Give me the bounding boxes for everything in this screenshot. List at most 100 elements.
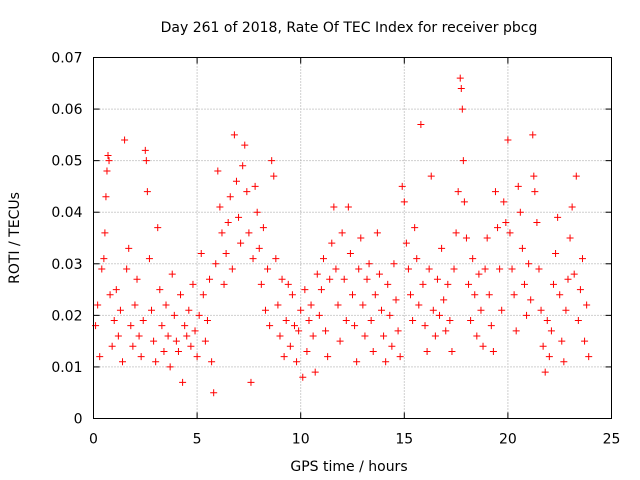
data-point [309, 332, 317, 340]
data-point [500, 198, 508, 206]
data-point [506, 229, 514, 237]
data-point [131, 301, 139, 309]
data-point [189, 280, 197, 288]
data-point [452, 229, 460, 237]
data-point [529, 131, 537, 139]
data-point [458, 105, 466, 113]
data-point [373, 229, 381, 237]
data-point [552, 249, 560, 257]
data-point [274, 301, 282, 309]
data-point [535, 265, 543, 273]
data-point [363, 275, 371, 283]
data-point [315, 311, 323, 319]
x-tick-label: 10 [292, 432, 310, 448]
data-point [305, 317, 313, 325]
data-point [396, 353, 404, 361]
data-point [523, 311, 531, 319]
data-point [257, 280, 265, 288]
data-point [199, 291, 207, 299]
data-point [266, 322, 274, 330]
data-point [195, 311, 203, 319]
data-point [152, 358, 160, 366]
data-point [255, 244, 263, 252]
data-point [164, 332, 172, 340]
data-point [357, 234, 365, 242]
data-point [481, 265, 489, 273]
y-tick-label: 0.03 [51, 257, 82, 273]
data-point [264, 265, 272, 273]
data-point [457, 84, 465, 92]
data-point [235, 213, 243, 221]
y-tick-label: 0.06 [51, 102, 82, 118]
data-point [444, 280, 452, 288]
data-point [179, 378, 187, 386]
data-point [303, 347, 311, 355]
data-point [108, 342, 116, 350]
data-point [201, 337, 209, 345]
data-point [369, 347, 377, 355]
data-point [433, 275, 441, 283]
data-point [545, 353, 553, 361]
data-point [290, 322, 298, 330]
y-axis-label: ROTI / TECUs [7, 192, 23, 284]
data-point [346, 249, 354, 257]
data-point [137, 353, 145, 361]
data-point [212, 260, 220, 268]
data-point [459, 157, 467, 165]
data-point [378, 306, 386, 314]
data-point [456, 74, 464, 82]
data-point [351, 322, 359, 330]
data-point [562, 306, 570, 314]
data-point [237, 239, 245, 247]
plot-frame [93, 57, 612, 419]
data-point [496, 265, 504, 273]
data-point [375, 270, 383, 278]
data-point [498, 306, 506, 314]
data-point [94, 301, 102, 309]
data-point [581, 337, 589, 345]
data-point [170, 311, 178, 319]
data-point [485, 291, 493, 299]
data-point [129, 342, 137, 350]
y-tick-label: 0 [74, 412, 83, 428]
data-point [371, 291, 379, 299]
data-point [344, 203, 352, 211]
data-point [313, 270, 321, 278]
data-point [541, 368, 549, 376]
y-tick-label: 0.02 [51, 308, 82, 324]
data-point [261, 306, 269, 314]
data-point [518, 244, 526, 252]
data-point [328, 239, 336, 247]
data-point [172, 337, 180, 345]
data-point [558, 337, 566, 345]
data-point [574, 317, 582, 325]
data-point [353, 358, 361, 366]
data-point [516, 208, 524, 216]
data-point [245, 229, 253, 237]
data-point [133, 275, 141, 283]
data-point [166, 363, 174, 371]
data-point [502, 219, 510, 227]
x-tick-label: 15 [395, 432, 413, 448]
data-point [537, 306, 545, 314]
data-point [483, 234, 491, 242]
data-point [288, 291, 296, 299]
data-point [440, 296, 448, 304]
data-point [386, 311, 394, 319]
data-point [473, 332, 481, 340]
data-point [388, 342, 396, 350]
data-point [442, 327, 450, 335]
data-point [150, 337, 158, 345]
data-point [359, 301, 367, 309]
y-tick-label: 0.05 [51, 154, 82, 170]
data-point [367, 317, 375, 325]
data-point [568, 203, 576, 211]
data-point [527, 296, 535, 304]
data-point [162, 301, 170, 309]
data-point [243, 188, 251, 196]
data-point [286, 342, 294, 350]
data-point [216, 203, 224, 211]
data-point [380, 332, 388, 340]
data-point [299, 373, 307, 381]
